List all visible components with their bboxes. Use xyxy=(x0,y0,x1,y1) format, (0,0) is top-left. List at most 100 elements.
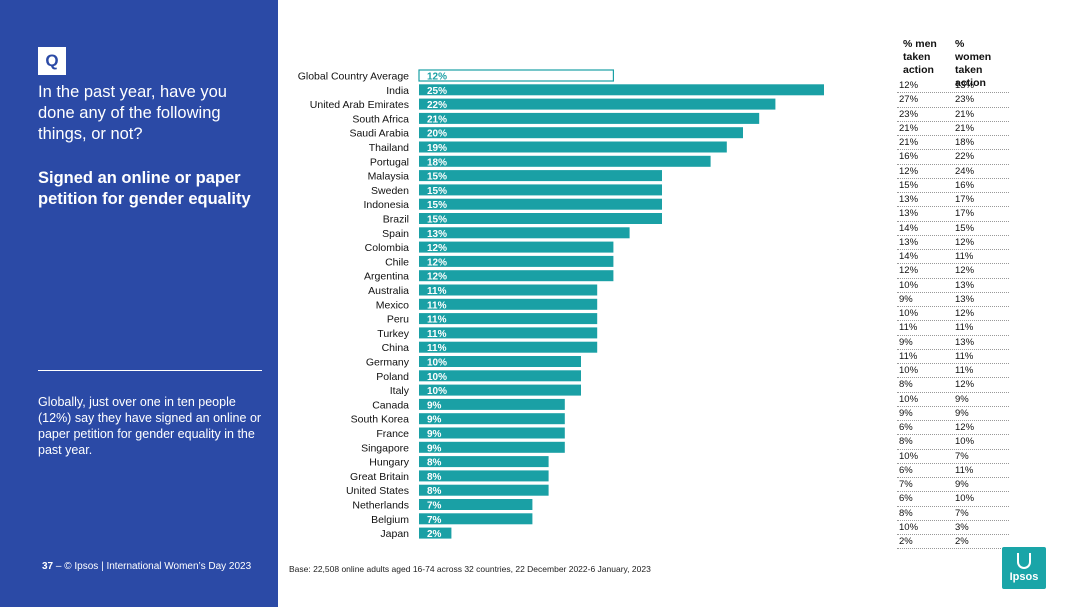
women-value: 9% xyxy=(955,479,969,490)
table-row: 21% 21% xyxy=(897,122,1009,136)
gender-table: % men taken action % women taken action … xyxy=(897,38,1009,550)
men-value: 10% xyxy=(899,450,919,462)
men-value: 2% xyxy=(899,536,913,547)
category-label: Great Britain xyxy=(350,471,409,483)
women-value: 13% xyxy=(955,336,975,348)
value-label: 12% xyxy=(427,257,447,268)
men-value: 12% xyxy=(899,265,919,277)
page-number: 37 xyxy=(42,561,54,572)
value-label: 10% xyxy=(427,358,447,369)
table-header: % men taken action % women taken action xyxy=(897,38,1009,89)
category-label: Mexico xyxy=(376,299,409,311)
value-label: 15% xyxy=(427,215,447,226)
category-label: Spain xyxy=(382,228,409,240)
table-body: 12% 13% 27% 23% 23% 21% 21% 21% 21% 18% 16% 22% 12% 2… xyxy=(897,79,1009,550)
bar xyxy=(419,112,760,124)
women-value: 12% xyxy=(955,379,975,391)
women-value: 9% xyxy=(955,407,969,419)
men-value: 6% xyxy=(899,464,913,476)
category-label: South Korea xyxy=(351,414,410,426)
category-label: Turkey xyxy=(377,328,409,340)
value-label: 11% xyxy=(427,300,447,311)
bar-chart-svg: Global Country Average 12% India 25% United … xyxy=(298,69,824,540)
table-row: 16% 22% xyxy=(897,150,1009,165)
men-value: 13% xyxy=(899,236,919,248)
table-row: 8% 10% xyxy=(897,435,1009,450)
bar xyxy=(419,255,614,267)
table-row: 10% 13% xyxy=(897,279,1009,293)
value-label: 10% xyxy=(427,386,447,397)
category-label: Indonesia xyxy=(363,199,409,211)
women-value: 17% xyxy=(955,194,975,205)
women-value: 12% xyxy=(955,308,975,319)
category-label: France xyxy=(376,428,409,440)
category-label: Thailand xyxy=(369,142,409,154)
value-label: 18% xyxy=(427,157,447,168)
category-label: Portugal xyxy=(370,156,409,168)
value-label: 13% xyxy=(427,229,447,240)
table-row: 10% 3% xyxy=(897,521,1009,535)
logo-text: Ipsos xyxy=(1009,571,1039,583)
bar xyxy=(419,127,743,139)
men-value: 10% xyxy=(899,279,919,291)
table-row: 21% 18% xyxy=(897,136,1009,151)
chart-subtitle: Signed an online or paper petition for g… xyxy=(38,169,251,208)
value-label: 11% xyxy=(427,286,447,297)
base-note: Base: 22,508 online adults aged 16-74 ac… xyxy=(289,564,651,574)
value-label: 8% xyxy=(427,458,442,469)
bar xyxy=(419,270,614,282)
men-value: 8% xyxy=(899,436,913,448)
men-value: 9% xyxy=(899,407,913,419)
bar xyxy=(419,356,581,367)
bar xyxy=(419,441,565,453)
bar xyxy=(419,456,549,468)
table-row: 15% 16% xyxy=(897,179,1009,193)
men-value: 10% xyxy=(899,308,919,319)
footer-text: – © Ipsos | International Women’s Day 20… xyxy=(53,561,252,572)
bar xyxy=(419,513,533,525)
women-value: 21% xyxy=(955,122,975,134)
men-value: 13% xyxy=(899,194,919,205)
women-value: 11% xyxy=(955,365,974,376)
table-row: 23% 21% xyxy=(897,108,1009,122)
category-label: India xyxy=(386,85,409,97)
bar xyxy=(419,427,565,439)
bar xyxy=(419,184,662,196)
category-label: Singapore xyxy=(361,442,409,454)
men-value: 6% xyxy=(899,493,913,505)
value-label: 21% xyxy=(427,114,447,125)
table-row: 7% 9% xyxy=(897,478,1009,493)
value-label: 7% xyxy=(427,515,442,526)
value-label: 9% xyxy=(427,415,442,426)
value-label: 12% xyxy=(427,272,447,283)
table-row: 11% 11% xyxy=(897,321,1009,336)
women-value: 2% xyxy=(955,536,969,547)
women-value: 11% xyxy=(955,350,974,362)
women-value: 10% xyxy=(955,436,975,448)
value-label: 22% xyxy=(427,100,447,111)
value-label: 15% xyxy=(427,172,447,183)
men-value: 10% xyxy=(899,521,919,533)
table-row: 8% 7% xyxy=(897,507,1009,521)
table-row: 2% 2% xyxy=(897,535,1009,550)
value-label: 2% xyxy=(427,529,442,540)
category-label: Malaysia xyxy=(368,171,410,183)
category-label: Hungary xyxy=(369,457,409,469)
table-row: 10% 11% xyxy=(897,364,1009,379)
bar-chart: Global Country Average 12% India 25% United … xyxy=(280,60,840,550)
category-label: Chile xyxy=(385,256,409,268)
footer: 37 – © Ipsos | International Women’s Day… xyxy=(42,561,251,572)
women-value: 13% xyxy=(955,80,975,91)
women-value: 21% xyxy=(955,108,975,120)
summary-text: Globally, just over one in ten people (1… xyxy=(38,395,262,457)
table-row: 6% 10% xyxy=(897,492,1009,507)
category-label: United States xyxy=(346,485,409,497)
bar xyxy=(419,155,711,167)
men-value: 23% xyxy=(899,108,919,120)
bar xyxy=(419,284,598,296)
header-women: % women taken action xyxy=(955,38,992,89)
value-label: 8% xyxy=(427,486,442,497)
table-row: 6% 12% xyxy=(897,421,1009,436)
women-value: 15% xyxy=(955,222,975,234)
men-value: 8% xyxy=(899,507,913,519)
